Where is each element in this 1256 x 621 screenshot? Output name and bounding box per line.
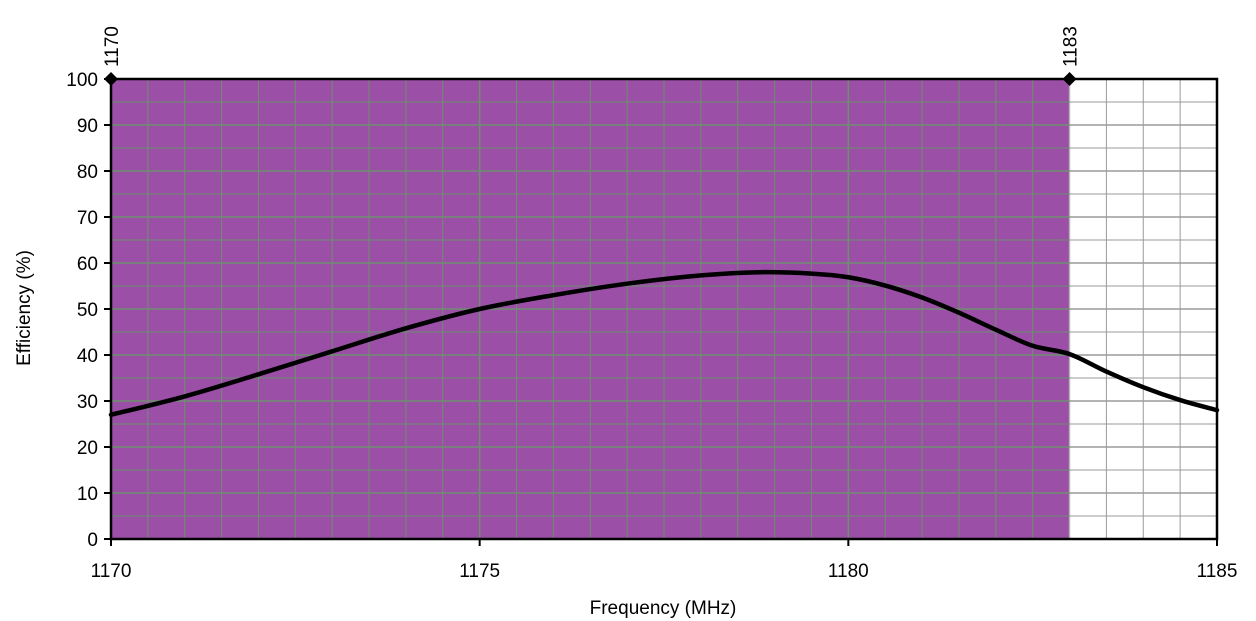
marker-layer xyxy=(104,72,1077,86)
y-tick-label: 20 xyxy=(77,438,98,459)
y-tick-label: 80 xyxy=(77,162,98,183)
x-tick-label: 1180 xyxy=(828,561,869,582)
y-tick-label: 100 xyxy=(66,70,98,91)
y-tick-label: 70 xyxy=(77,208,98,229)
y-tick-label: 40 xyxy=(77,346,98,367)
label-layer: Frequency (MHz) Efficiency (%) 1170 1183… xyxy=(14,26,1237,619)
y-tick-label: 30 xyxy=(77,392,98,413)
grid-layer xyxy=(111,79,1217,539)
y-tick-label: 90 xyxy=(77,116,98,137)
band-end-marker xyxy=(1062,72,1077,86)
y-tick-label: 10 xyxy=(77,484,98,505)
x-tick-label: 1185 xyxy=(1197,561,1238,582)
y-tick-label: 60 xyxy=(77,254,98,275)
x-axis-title: Frequency (MHz) xyxy=(590,598,737,619)
y-tick-label: 0 xyxy=(87,530,98,551)
band-start-marker xyxy=(104,72,118,86)
band-start-label: 1170 xyxy=(102,26,123,67)
x-tick-label: 1175 xyxy=(459,561,500,582)
x-tick-label: 1170 xyxy=(91,561,132,582)
band-end-label: 1183 xyxy=(1061,26,1082,67)
y-tick-label: 50 xyxy=(77,300,98,321)
efficiency-series-line xyxy=(108,269,1220,418)
series-layer xyxy=(108,269,1220,418)
y-axis-title: Efficiency (%) xyxy=(14,250,35,366)
